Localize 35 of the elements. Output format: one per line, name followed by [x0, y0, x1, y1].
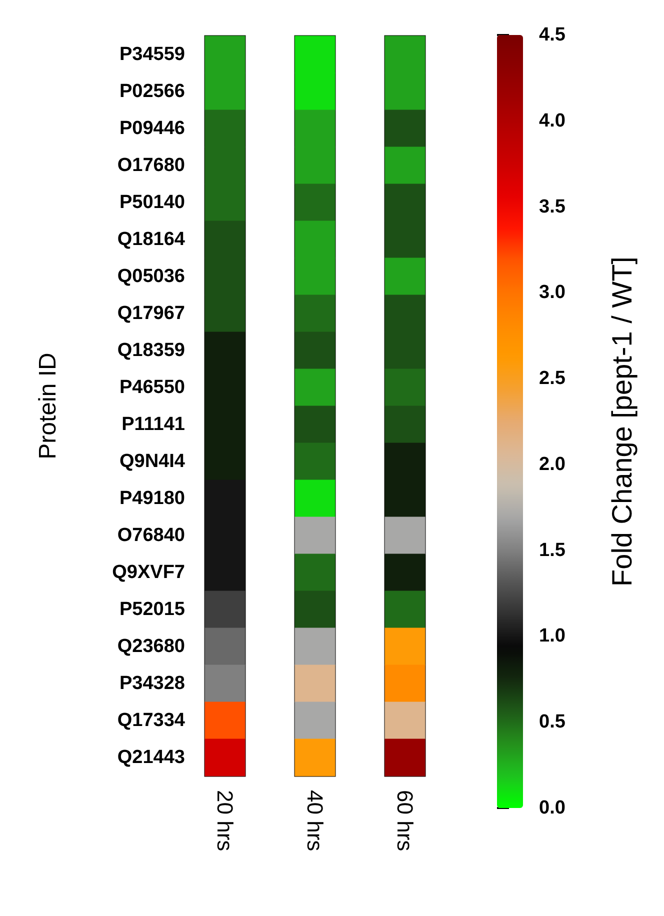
y-tick-label: P02566 — [119, 81, 185, 102]
x-tick-label: 60 hrs — [392, 790, 418, 852]
y-tick-label: Q17967 — [117, 303, 185, 324]
y-tick-label: P34328 — [119, 673, 185, 694]
y-tick-label: Q05036 — [117, 266, 185, 287]
y-tick-label: Q21443 — [117, 747, 185, 768]
y-tick-label: P49180 — [119, 488, 185, 509]
y-tick-label: Q18164 — [117, 229, 186, 250]
y-tick-label: Q18359 — [117, 340, 185, 361]
color-bar-label: 1.5 — [539, 540, 566, 561]
color-bar-label: 3.5 — [539, 196, 566, 218]
color-bar-label: 0.5 — [539, 712, 566, 733]
x-tick-label: 20 hrs — [212, 790, 238, 852]
y-tick-label: Q23680 — [117, 636, 185, 657]
y-axis-title: Protein ID — [34, 352, 62, 460]
y-tick-label: P52015 — [119, 599, 186, 620]
color-bar-label: 1.0 — [539, 626, 566, 647]
y-tick-label: Q9XVF7 — [112, 562, 185, 583]
color-bar-title: Fold Change [pept-1 / WT] — [606, 256, 638, 586]
color-bar-label: 2.5 — [539, 368, 566, 390]
y-tick-label: O76840 — [117, 525, 185, 546]
y-tick-label: Q9N4I4 — [120, 451, 186, 472]
y-tick-label: P09446 — [119, 118, 185, 139]
y-tick-label: P34559 — [119, 44, 185, 65]
color-bar-label: 0.0 — [539, 798, 566, 818]
y-tick-label: P11141 — [122, 414, 186, 435]
y-tick-label: Q17334 — [117, 710, 186, 731]
y-tick-label: P50140 — [119, 192, 185, 213]
color-bar-label: 4.5 — [539, 24, 566, 46]
color-bar-label: 4.0 — [539, 110, 566, 132]
x-tick-label: 40 hrs — [302, 790, 328, 852]
y-tick-label: O17680 — [117, 155, 185, 176]
color-bar-label: 2.0 — [539, 454, 566, 475]
color-bar-label: 3.0 — [539, 282, 566, 304]
y-tick-label: P46550 — [119, 377, 185, 398]
